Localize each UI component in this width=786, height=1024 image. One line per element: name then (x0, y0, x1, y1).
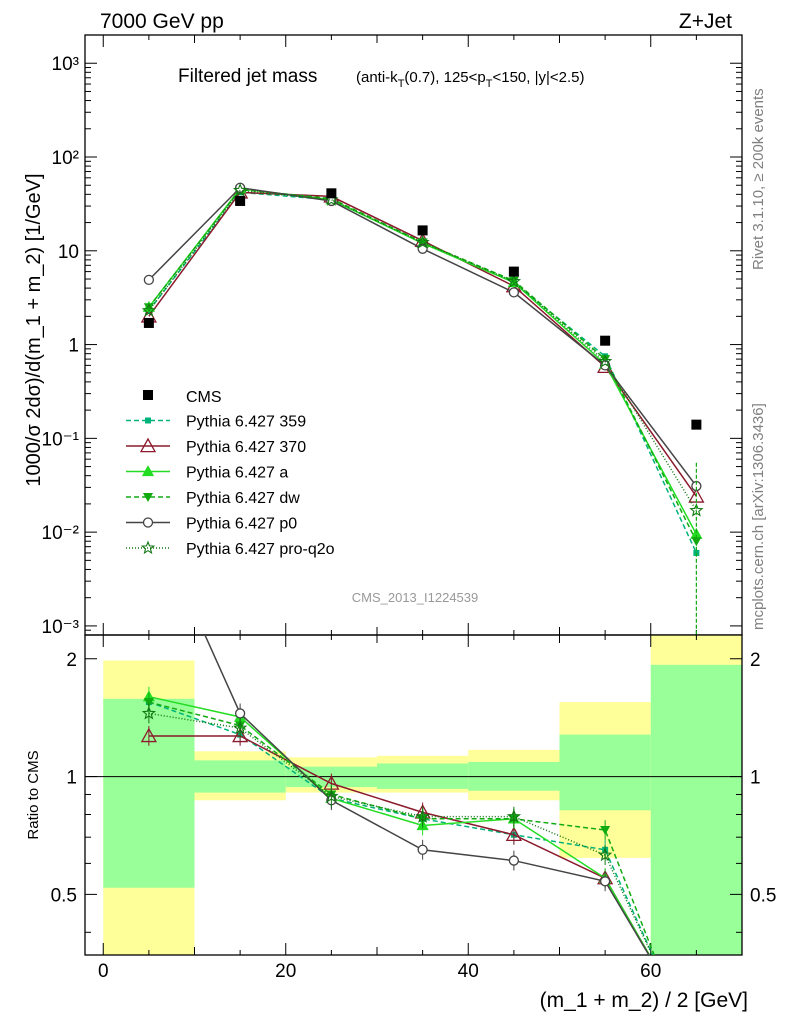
cms-data-point-1 (235, 195, 246, 206)
x-tick-label-60: 60 (640, 961, 661, 982)
ratio-tick-label-right-1: 1 (750, 768, 761, 789)
ratio-tick-label-right-2: 2 (750, 650, 761, 671)
y-tick-label-1: 10 (58, 242, 79, 263)
ratio-series-5-point-2 (324, 788, 339, 803)
ratio-series-3-point-5 (600, 826, 611, 836)
y-tick-label--3: 10⁻³ (42, 617, 80, 638)
chart-title: Filtered jet mass (178, 66, 317, 87)
y-tick-label--2: 10⁻² (42, 523, 80, 544)
ratio-series-3-point-0 (143, 698, 154, 708)
legend-label-cms: CMS (186, 389, 222, 406)
series-4-point-4 (508, 287, 520, 298)
ratio-series-5-point-5 (597, 847, 613, 862)
legend-marker-4 (142, 517, 154, 528)
ratio-series-4-point-0 (144, 505, 153, 514)
ratio-series-4-point-4 (508, 855, 520, 866)
ratio-series-5-point-1 (232, 720, 248, 735)
y-tick-label-3: 10³ (52, 54, 79, 75)
mcplots-source-label: mcplots.cern.ch [arXiv:1306.3436] (750, 403, 767, 630)
legend-label-1: Pythia 6.427 370 (186, 439, 306, 456)
series-5-point-4 (506, 274, 522, 288)
ratio-series-4-point-1 (234, 708, 246, 719)
subtitle-sub2: T (486, 78, 493, 90)
legend-label-0: Pythia 6.427 359 (186, 414, 306, 431)
ratio-tick-label-right-0: 0.5 (750, 885, 776, 906)
series-line-5 (148, 189, 698, 511)
legend-label-5: Pythia 6.427 pro-q2o (186, 541, 335, 558)
ratio-series-4-point-5 (599, 876, 611, 887)
mc-series-ratio (140, 505, 655, 955)
y-tick-label-0: 1 (68, 336, 79, 357)
legend-marker-5 (140, 540, 156, 555)
cms-data-point-2 (326, 188, 337, 199)
header-left: 7000 GeV pp (100, 10, 224, 33)
legend-marker-1 (139, 437, 157, 453)
x-tick-label-0: 0 (98, 961, 109, 982)
legend: CMS Pythia 6.427 359 Pythia 6.427 370 Pythi… (126, 389, 335, 558)
ratio-series-1-point-4 (505, 826, 522, 842)
legend-marker-3 (143, 493, 153, 502)
chart-subtitle: (anti-kT(0.7), 125<pT<150, |y|<2.5) (356, 69, 585, 90)
subtitle-prefix: (anti-k (356, 69, 398, 86)
subtitle-mid: (0.7), 125<p (404, 69, 485, 86)
ratio-series-1-point-0 (140, 727, 157, 743)
legend-marker-2 (141, 465, 155, 477)
main-frame (84, 34, 743, 636)
cms-data-point-6 (691, 419, 702, 430)
cms-data-point-0 (143, 317, 154, 328)
ratio-series-5-point-3 (415, 809, 430, 823)
ratio-axis-label: Ratio to CMS (25, 750, 42, 839)
series-5-point-5 (597, 354, 613, 368)
band-inner-5 (559, 734, 651, 811)
uncertainty-bands (103, 635, 742, 955)
series-4-point-0 (143, 274, 155, 285)
header-right: Z+Jet (679, 10, 732, 33)
series-5-point-0 (141, 303, 157, 317)
y-axis-label: 1000/σ 2dσ)/d(m_1 + m_2) [1/GeV] (23, 173, 45, 486)
rivet-version-label: Rivet 3.1.10, ≥ 200k events (750, 88, 767, 270)
ratio-frame (84, 634, 743, 956)
cms-data-point-3 (417, 225, 428, 236)
ratio-series-1-point-1 (232, 727, 249, 743)
cms-data-point-5 (600, 335, 611, 346)
cms-data-point-4 (508, 266, 519, 277)
series-3-point-5 (600, 355, 611, 365)
x-tick-label-20: 20 (275, 961, 296, 982)
legend-label-2: Pythia 6.427 a (186, 465, 288, 482)
x-tick-label-40: 40 (458, 961, 479, 982)
series-3-point-0 (143, 303, 154, 313)
legend-marker-cms (143, 390, 153, 400)
ratio-tick-label-0: 0.5 (51, 885, 77, 906)
ratio-series-4-point-3 (417, 844, 428, 855)
band-inner-6 (650, 664, 742, 955)
subtitle-sub1: T (398, 78, 405, 90)
series-5-point-1 (232, 182, 248, 197)
ratio-series-5-point-4 (506, 809, 522, 823)
legend-label-3: Pythia 6.427 dw (186, 490, 300, 507)
analysis-watermark: CMS_2013_I1224539 (352, 590, 479, 605)
y-tick-label--1: 10⁻¹ (42, 429, 80, 450)
ratio-series-5-point-0 (141, 705, 157, 720)
subtitle-suffix: <150, |y|<2.5) (492, 69, 584, 86)
y-tick-label-2: 10² (52, 148, 79, 169)
main-plot-area: 10⁻³ 10⁻² 10⁻¹ 1 10 10² 10³ (42, 34, 743, 638)
ratio-tick-label-2: 2 (66, 650, 77, 671)
mc-series-upper (140, 182, 705, 635)
series-5-point-3 (415, 234, 430, 249)
ratio-plot-area: 0 20 40 60 0.5 0.5 1 1 2 2 (51, 505, 776, 982)
ratio-tick-label-1: 1 (66, 768, 77, 789)
x-axis-label: (m_1 + m_2) / 2 [GeV] (540, 989, 748, 1012)
legend-marker-0 (145, 417, 151, 424)
legend-label-4: Pythia 6.427 p0 (186, 516, 297, 533)
